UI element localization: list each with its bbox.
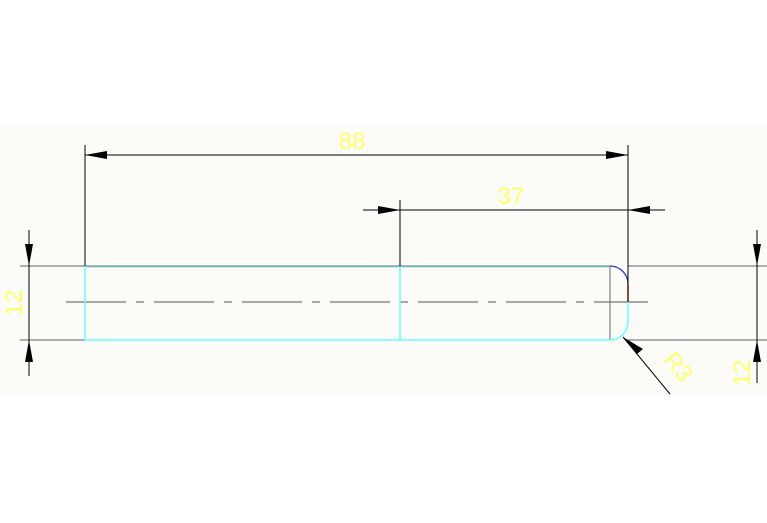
arrow-radius [623, 337, 643, 354]
arrow-88-right [606, 151, 628, 159]
arrow-12-right-bottom [753, 340, 761, 362]
arrow-88-left [85, 151, 107, 159]
arrow-12-right-top [753, 244, 761, 266]
dim-end-length: 37 [498, 183, 525, 210]
arrow-37-left [378, 206, 400, 214]
part-outline [84, 265, 629, 341]
arrow-37-right [628, 206, 650, 214]
dim-left-height: 12 [1, 290, 28, 317]
drawing-area [0, 125, 767, 395]
dim-right-height: 12 [729, 360, 756, 387]
arrow-12-left-bottom [25, 340, 33, 362]
dimension-arrows [25, 151, 761, 362]
dim-overall-length: 88 [339, 128, 366, 155]
arrow-12-left-top [25, 244, 33, 266]
